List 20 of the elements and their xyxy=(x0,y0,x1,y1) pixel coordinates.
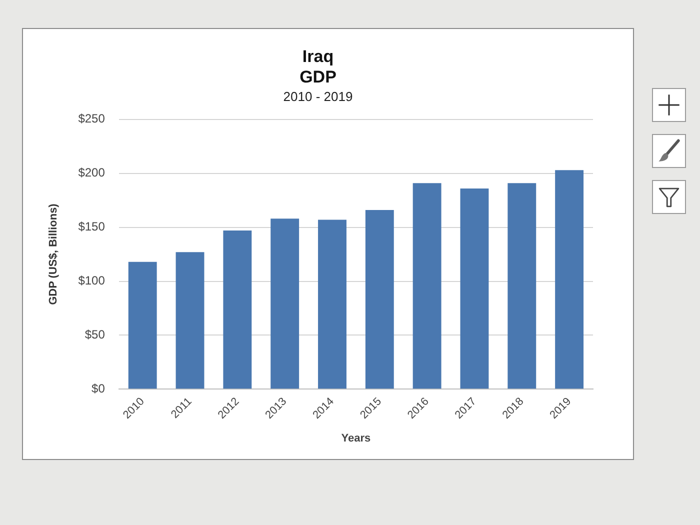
y-axis-title: GDP (US$, Billions) xyxy=(48,203,60,305)
bar xyxy=(318,220,346,389)
y-tick-label: $250 xyxy=(78,112,106,126)
y-tick-label: $100 xyxy=(78,274,106,288)
bar xyxy=(460,188,489,389)
bar xyxy=(412,183,442,389)
x-axis-title: Years xyxy=(341,432,371,444)
bar xyxy=(555,170,584,389)
chart-title: Iraq GDP xyxy=(300,46,336,86)
bar xyxy=(128,262,157,389)
y-tick-label: $0 xyxy=(92,381,106,396)
y-tick-label: $200 xyxy=(78,166,106,180)
bar xyxy=(176,252,204,389)
y-tick-label: $50 xyxy=(84,328,106,342)
bar xyxy=(270,218,300,389)
bar xyxy=(508,183,536,389)
bar xyxy=(365,210,394,389)
y-tick-label: $150 xyxy=(78,220,106,234)
chart-subtitle: 2010 - 2019 xyxy=(283,89,353,104)
bar xyxy=(223,230,252,389)
